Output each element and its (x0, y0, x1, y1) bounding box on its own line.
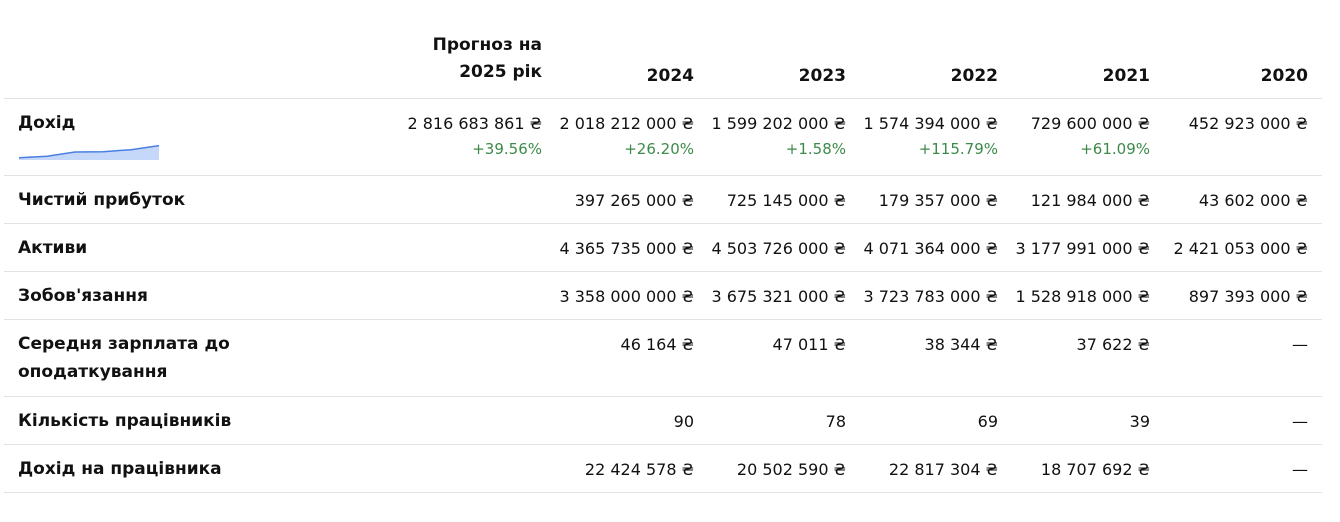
header-year: 2021 (1008, 0, 1160, 99)
value-cell: 1 574 394 000 ₴ +115.79% (856, 98, 1008, 176)
value: 2 816 683 861 ₴ (407, 114, 542, 133)
table-row-assets: Активи 4 365 735 000 ₴ 4 503 726 000 ₴ 4… (4, 223, 1322, 272)
value: 729 600 000 ₴ (1030, 114, 1150, 133)
value-cell: 4 071 364 000 ₴ (856, 223, 1008, 272)
value-cell: 22 817 304 ₴ (856, 444, 1008, 493)
value-cell: 725 145 000 ₴ (704, 175, 856, 224)
value-cell: 2 421 053 000 ₴ (1160, 223, 1322, 272)
sparkline-area (19, 145, 159, 160)
value-cell-dash: — (1160, 444, 1322, 493)
change-percent: +115.79% (918, 140, 998, 158)
value-cell-empty (384, 444, 552, 493)
value-cell: 729 600 000 ₴ +61.09% (1008, 98, 1160, 176)
header-row: Прогноз на 2025 рік 2024 2023 2022 2021 … (4, 0, 1322, 99)
header-empty-cell (4, 0, 384, 99)
table-row-net-profit: Чистий прибуток 397 265 000 ₴ 725 145 00… (4, 175, 1322, 224)
value-cell: 2 018 212 000 ₴ +26.20% (552, 98, 704, 176)
value-cell: 121 984 000 ₴ (1008, 175, 1160, 224)
change-percent: +61.09% (1080, 140, 1150, 158)
value-cell: 38 344 ₴ (856, 319, 1008, 397)
header-year: 2023 (704, 0, 856, 99)
header-year: 2024 (552, 0, 704, 99)
value-cell: 2 816 683 861 ₴ +39.56% (384, 98, 552, 176)
value: 452 923 000 ₴ (1188, 114, 1308, 133)
value-cell-empty (384, 175, 552, 224)
value-cell: 1 528 918 000 ₴ (1008, 271, 1160, 320)
value-cell: 69 (856, 396, 1008, 445)
income-sparkline (18, 144, 160, 160)
row-label: Активи (4, 223, 384, 272)
value-cell: 179 357 000 ₴ (856, 175, 1008, 224)
value-cell-empty (384, 223, 552, 272)
row-label: Середня зарплата до оподаткування (4, 319, 384, 397)
row-label: Дохід на працівника (4, 444, 384, 493)
table-row-income-per-employee: Дохід на працівника 22 424 578 ₴ 20 502 … (4, 444, 1322, 493)
value-cell: 3 723 783 000 ₴ (856, 271, 1008, 320)
row-label: Кількість працівників (4, 396, 384, 445)
value-cell: 18 707 692 ₴ (1008, 444, 1160, 493)
value-cell: 37 622 ₴ (1008, 319, 1160, 397)
value-cell-dash: — (1160, 396, 1322, 445)
row-label: Зобов'язання (4, 271, 384, 320)
financials-table: Прогноз на 2025 рік 2024 2023 2022 2021 … (4, 0, 1322, 493)
value-cell: 1 599 202 000 ₴ +1.58% (704, 98, 856, 176)
value-cell: 4 503 726 000 ₴ (704, 223, 856, 272)
value-cell: 20 502 590 ₴ (704, 444, 856, 493)
value-cell: 46 164 ₴ (552, 319, 704, 397)
value: 1 599 202 000 ₴ (711, 114, 846, 133)
change-percent: +26.20% (624, 140, 694, 158)
change-percent: +39.56% (472, 140, 542, 158)
value-cell-dash: — (1160, 319, 1322, 397)
row-label-cell: Дохід (4, 98, 384, 176)
table-row-income: Дохід 2 816 683 861 ₴ +39.56% 2 018 212 … (4, 98, 1322, 176)
value-cell: 3 177 991 000 ₴ (1008, 223, 1160, 272)
table-row-avg-salary: Середня зарплата до оподаткування 46 164… (4, 319, 1322, 397)
value: 2 018 212 000 ₴ (559, 114, 694, 133)
sparkline-line (18, 144, 160, 159)
row-label: Дохід (18, 113, 76, 133)
value-cell: 4 365 735 000 ₴ (552, 223, 704, 272)
table-row-employees: Кількість працівників 90 78 69 39 — (4, 396, 1322, 445)
change-percent: +1.58% (785, 140, 846, 158)
table-row-liabilities: Зобов'язання 3 358 000 000 ₴ 3 675 321 0… (4, 271, 1322, 320)
row-label: Чистий прибуток (4, 175, 384, 224)
value-cell: 78 (704, 396, 856, 445)
value-cell: 39 (1008, 396, 1160, 445)
header-year: 2022 (856, 0, 1008, 99)
value: 1 574 394 000 ₴ (863, 114, 998, 133)
financials-table-wrap: Прогноз на 2025 рік 2024 2023 2022 2021 … (4, 0, 1322, 493)
value-cell-empty (384, 319, 552, 397)
header-year: 2020 (1160, 0, 1322, 99)
value-cell-empty (384, 271, 552, 320)
header-forecast: Прогноз на 2025 рік (384, 0, 552, 99)
value-cell: 3 358 000 000 ₴ (552, 271, 704, 320)
value-cell: 43 602 000 ₴ (1160, 175, 1322, 224)
value-cell: 397 265 000 ₴ (552, 175, 704, 224)
value-cell: 452 923 000 ₴ (1160, 98, 1322, 176)
value-cell: 3 675 321 000 ₴ (704, 271, 856, 320)
value-cell-empty (384, 396, 552, 445)
value-cell: 90 (552, 396, 704, 445)
value-cell: 897 393 000 ₴ (1160, 271, 1322, 320)
value-cell: 22 424 578 ₴ (552, 444, 704, 493)
value-cell: 47 011 ₴ (704, 319, 856, 397)
